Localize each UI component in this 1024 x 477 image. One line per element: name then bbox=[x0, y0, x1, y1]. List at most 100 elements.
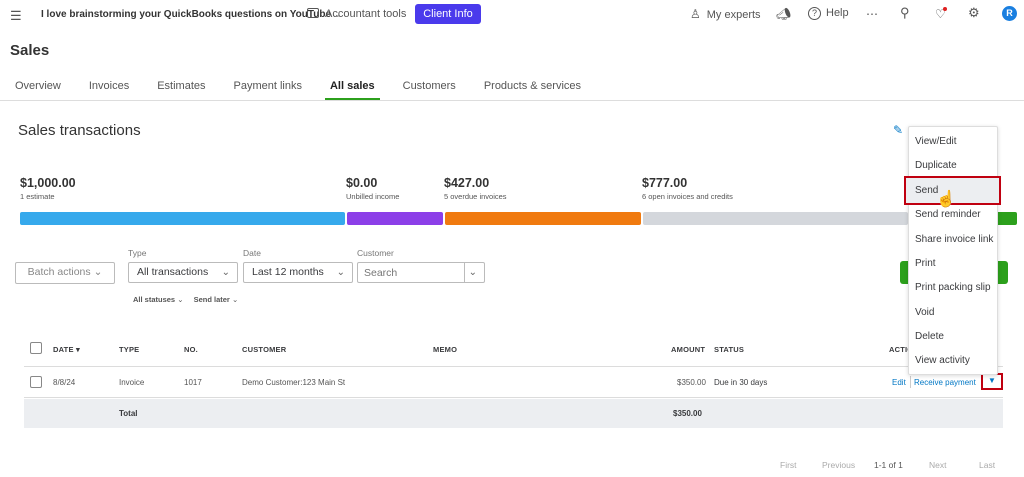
metric-unbilled[interactable]: $0.00 Unbilled income bbox=[346, 176, 399, 201]
metric-label: Unbilled income bbox=[346, 192, 400, 201]
my-experts-button[interactable]: ♙ My experts bbox=[690, 7, 761, 21]
tab-overview[interactable]: Overview bbox=[15, 80, 61, 92]
tab-invoices[interactable]: Invoices bbox=[88, 80, 130, 92]
menu-item-print[interactable]: Print bbox=[915, 258, 936, 269]
pagination-range: 1-1 of 1 bbox=[874, 460, 903, 470]
menu-item-delete[interactable]: Delete bbox=[915, 331, 944, 342]
menu-item-send-reminder[interactable]: Send reminder bbox=[915, 209, 981, 220]
menu-item-print-packing-slip[interactable]: Print packing slip bbox=[915, 282, 991, 293]
row-amount: $350.00 bbox=[677, 378, 706, 387]
metric-label: 1 estimate bbox=[20, 192, 55, 201]
customer-search-input[interactable] bbox=[358, 263, 463, 282]
estimates-bar[interactable] bbox=[20, 212, 345, 225]
unbilled-bar[interactable] bbox=[347, 212, 443, 225]
paid-bar[interactable] bbox=[995, 212, 1017, 225]
metric-amount: $1,000.00 bbox=[20, 176, 76, 190]
metric-label: 5 overdue invoices bbox=[444, 192, 507, 201]
column-header-status[interactable]: STATUS bbox=[714, 345, 745, 354]
page-title: Sales bbox=[10, 42, 50, 59]
metric-label: 6 open invoices and credits bbox=[642, 192, 733, 201]
tab-customers[interactable]: Customers bbox=[402, 80, 456, 92]
feedback-icon[interactable]: ✎ bbox=[893, 123, 904, 137]
column-header-action: ACTION bbox=[889, 345, 919, 354]
row-checkbox[interactable] bbox=[30, 376, 42, 388]
date-dropdown[interactable]: Last 12 months ⌄ bbox=[243, 262, 353, 283]
row-divider bbox=[24, 397, 1003, 398]
type-dropdown[interactable]: All transactions ⌄ bbox=[128, 262, 238, 283]
send-later-label: Send later bbox=[193, 295, 230, 304]
date-value: Last 12 months bbox=[252, 266, 324, 278]
tab-divider bbox=[0, 100, 1024, 101]
select-all-checkbox[interactable] bbox=[30, 342, 42, 354]
accountant-tools-button[interactable]: Accountant tools bbox=[307, 8, 406, 20]
menu-item-view-edit[interactable]: View/Edit bbox=[915, 136, 957, 147]
gear-icon[interactable]: ⚙ bbox=[968, 5, 980, 20]
help-button[interactable]: ? Help bbox=[808, 7, 849, 20]
chevron-down-icon: ⌄ bbox=[334, 9, 342, 19]
person-icon: ♙ bbox=[690, 7, 701, 21]
accountant-tools-label: Accountant tools bbox=[325, 8, 407, 20]
pagination-next[interactable]: Next bbox=[929, 460, 947, 470]
company-switcher[interactable]: I love brainstorming your QuickBooks que… bbox=[41, 9, 342, 20]
chevron-down-icon: ⌄ bbox=[231, 295, 239, 304]
section-title: Sales transactions bbox=[18, 122, 141, 139]
menu-item-duplicate[interactable]: Duplicate bbox=[915, 160, 957, 171]
metric-amount: $777.00 bbox=[642, 176, 688, 190]
total-label: Total bbox=[119, 409, 138, 418]
total-row bbox=[24, 399, 1003, 428]
megaphone-icon[interactable]: 📣︎ bbox=[776, 7, 792, 21]
pagination-last[interactable]: Last bbox=[979, 460, 996, 470]
tab-bar: Overview Invoices Estimates Payment link… bbox=[10, 80, 604, 100]
column-header-no[interactable]: NO. bbox=[184, 345, 198, 354]
header-divider bbox=[24, 366, 1003, 367]
menu-item-send[interactable]: Send bbox=[915, 185, 939, 196]
menu-item-view-activity[interactable]: View activity bbox=[915, 355, 970, 366]
my-experts-label: My experts bbox=[706, 9, 761, 21]
pagination-previous[interactable]: Previous bbox=[822, 460, 856, 470]
menu-item-void[interactable]: Void bbox=[915, 307, 935, 318]
batch-actions-dropdown[interactable]: Batch actions ⌄ bbox=[15, 262, 115, 284]
menu-item-send-highlight[interactable] bbox=[904, 176, 1001, 205]
metric-overdue[interactable]: $427.00 5 overdue invoices bbox=[444, 176, 507, 201]
total-amount: $350.00 bbox=[673, 409, 702, 418]
customer-combobox[interactable]: ⌄ bbox=[357, 262, 485, 283]
column-header-memo[interactable]: MEMO bbox=[433, 345, 458, 354]
top-bar: ☰ I love brainstorming your QuickBooks q… bbox=[0, 0, 1024, 30]
type-label: Type bbox=[128, 248, 147, 258]
tab-estimates[interactable]: Estimates bbox=[157, 80, 206, 92]
tab-payment-links[interactable]: Payment links bbox=[233, 80, 302, 92]
avatar[interactable]: R bbox=[1002, 6, 1017, 21]
customer-label: Customer bbox=[357, 248, 394, 258]
row-actions-dropdown-button[interactable]: ▼ bbox=[981, 373, 1003, 390]
open-bar[interactable] bbox=[643, 212, 908, 225]
metric-estimates[interactable]: $1,000.00 1 estimate bbox=[20, 176, 76, 201]
tab-products-services[interactable]: Products & services bbox=[483, 80, 582, 92]
menu-icon[interactable]: ☰ bbox=[10, 8, 22, 23]
all-statuses-label: All statuses bbox=[133, 295, 176, 304]
client-info-button[interactable]: Client Info bbox=[415, 4, 481, 24]
chevron-down-icon[interactable]: ⌄ bbox=[468, 267, 477, 278]
chevron-down-icon: ⌄ bbox=[177, 295, 184, 304]
row-status: Due in 30 days bbox=[714, 378, 768, 387]
apps-grid-icon[interactable]: ⋯ bbox=[866, 7, 878, 21]
column-header-type[interactable]: TYPE bbox=[119, 345, 140, 354]
search-icon[interactable]: ⚲ bbox=[900, 5, 910, 20]
send-later-dropdown[interactable]: Send later ⌄ bbox=[194, 295, 239, 304]
chevron-down-icon: ⌄ bbox=[336, 267, 345, 278]
receive-payment-link[interactable]: Receive payment bbox=[914, 378, 976, 387]
all-statuses-dropdown[interactable]: All statuses ⌄ bbox=[133, 295, 184, 304]
overdue-bar[interactable] bbox=[445, 212, 641, 225]
row-customer: Demo Customer:123 Main St bbox=[242, 378, 346, 387]
edit-link[interactable]: Edit bbox=[892, 378, 906, 387]
pagination-first[interactable]: First bbox=[780, 460, 797, 470]
bell-icon[interactable]: ♡ bbox=[935, 7, 946, 21]
caret-down-icon: ▼ bbox=[988, 376, 996, 385]
metric-amount: $427.00 bbox=[444, 176, 490, 190]
menu-item-share-invoice-link[interactable]: Share invoice link bbox=[915, 234, 994, 245]
column-header-date[interactable]: DATE ▾ bbox=[53, 345, 80, 354]
column-header-amount[interactable]: AMOUNT bbox=[671, 345, 706, 354]
column-header-customer[interactable]: CUSTOMER bbox=[242, 345, 287, 354]
tab-all-sales[interactable]: All sales bbox=[324, 80, 380, 100]
metric-open[interactable]: $777.00 6 open invoices and credits bbox=[642, 176, 733, 201]
help-icon: ? bbox=[808, 7, 821, 20]
